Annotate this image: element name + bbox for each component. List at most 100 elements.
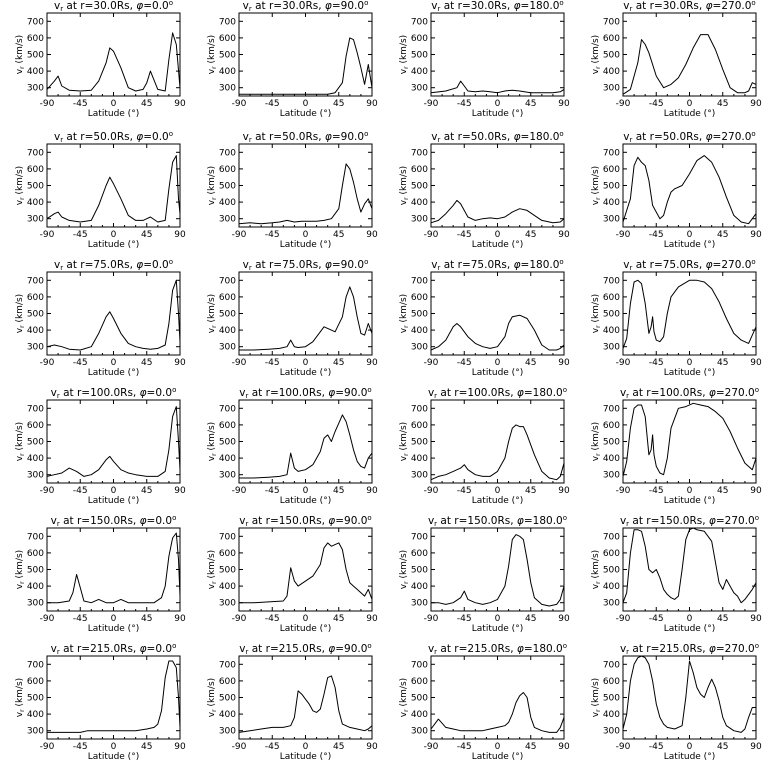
y-tick-label: 300 [411, 343, 428, 353]
y-tick-label: 500 [603, 694, 620, 704]
x-tick-label: 45 [333, 358, 344, 368]
y-tick-label: 600 [411, 421, 428, 431]
y-tick-label: 500 [27, 182, 44, 192]
plot-panel-r50.0-phi90.0: vr at r=50.0Rs, φ=90.0o -90 -45 0 45 90 300 400… [207, 130, 378, 250]
data-series-line [622, 279, 757, 349]
data-series-line [431, 534, 565, 607]
plot-title: vr at r=30.0Rs, φ=90.0o [243, 0, 369, 13]
plot-title: vr at r=150.0Rs, φ=180.0o [428, 514, 567, 528]
x-tick-label: 45 [717, 742, 728, 752]
x-tick-label: 0 [303, 742, 309, 752]
x-tick-label: 0 [111, 486, 117, 496]
y-tick-label: 700 [411, 276, 428, 286]
x-axis-label: Latitude (°) [88, 109, 139, 119]
x-tick-label: -90 [40, 358, 55, 368]
x-tick-label: 90 [558, 742, 570, 752]
x-tick-label: -90 [232, 742, 247, 752]
y-tick-label: 700 [411, 660, 428, 670]
y-axis-label: vr (km/s) [591, 678, 602, 717]
y-tick-label: 700 [603, 404, 620, 414]
plot-title: vr at r=215.0Rs, φ=90.0o [239, 642, 371, 656]
x-axis-label: Latitude (°) [472, 240, 523, 250]
data-series-line [430, 314, 565, 351]
y-tick-label: 500 [603, 566, 620, 576]
x-tick-label: -90 [232, 486, 247, 496]
y-tick-label: 400 [219, 454, 236, 464]
y-tick-label: 400 [219, 67, 236, 77]
y-tick-label: 500 [219, 694, 236, 704]
y-tick-label: 500 [27, 51, 44, 61]
y-tick-label: 400 [603, 710, 620, 720]
plot-frame [622, 12, 757, 97]
y-tick-label: 600 [411, 165, 428, 175]
y-tick-label: 600 [603, 549, 620, 559]
x-tick-label: -45 [649, 230, 664, 240]
x-axis-label: Latitude (°) [88, 496, 139, 506]
x-axis-label: Latitude (°) [472, 624, 523, 634]
y-tick-label: 700 [603, 17, 620, 27]
plot-panel-r150.0-phi0.0: vr at r=150.0Rs, φ=0.0o -90 -45 0 45 90 300 400… [15, 514, 186, 634]
plot-frame [622, 271, 757, 356]
y-axis-label: vr (km/s) [207, 550, 218, 589]
x-axis-label: Latitude (°) [664, 624, 715, 634]
x-tick-label: 90 [750, 614, 762, 624]
x-tick-label: 90 [750, 742, 762, 752]
plot-title: vr at r=50.0Rs, φ=90.0o [243, 130, 369, 144]
x-tick-label: -90 [424, 358, 439, 368]
x-tick-label: -45 [457, 230, 472, 240]
x-tick-label: -90 [616, 358, 631, 368]
plot-frame [238, 271, 373, 356]
y-tick-label: 300 [411, 215, 428, 225]
y-axis-label: vr (km/s) [207, 678, 218, 717]
x-axis-label: Latitude (°) [664, 109, 715, 119]
x-tick-label: -90 [616, 230, 631, 240]
y-axis-label: vr (km/s) [207, 422, 218, 461]
y-tick-label: 600 [27, 165, 44, 175]
x-tick-label: -45 [265, 358, 280, 368]
data-series-line [46, 32, 181, 92]
y-axis-label: vr (km/s) [591, 35, 602, 74]
x-tick-label: -45 [457, 486, 472, 496]
data-series-line [239, 542, 373, 604]
y-tick-label: 600 [603, 677, 620, 687]
y-axis-label: vr (km/s) [15, 550, 26, 589]
y-tick-label: 600 [27, 549, 44, 559]
y-tick-label: 700 [219, 148, 236, 158]
y-axis-label: vr (km/s) [207, 35, 218, 74]
x-tick-label: 45 [333, 742, 344, 752]
y-tick-label: 600 [603, 34, 620, 44]
x-tick-label: 0 [303, 230, 309, 240]
x-tick-label: 45 [141, 486, 152, 496]
y-axis-label: vr (km/s) [15, 294, 26, 333]
x-tick-label: -45 [649, 99, 664, 109]
y-tick-label: 700 [411, 148, 428, 158]
plot-panel-r100.0-phi180.0: vr at r=100.0Rs, φ=180.0o -90 -45 0 45 90 300 4… [399, 386, 570, 506]
plot-title: vr at r=50.0Rs, φ=180.0o [431, 130, 563, 144]
plot-frame [238, 12, 373, 97]
x-tick-label: 0 [687, 230, 693, 240]
x-tick-label: 90 [366, 230, 378, 240]
y-tick-label: 500 [603, 51, 620, 61]
y-tick-label: 700 [219, 404, 236, 414]
plot-panel-r215.0-phi0.0: vr at r=215.0Rs, φ=0.0o -90 -45 0 45 90 300 400… [15, 642, 186, 762]
x-tick-label: -90 [40, 742, 55, 752]
x-tick-label: -90 [424, 230, 439, 240]
x-axis-label: Latitude (°) [472, 109, 523, 119]
y-tick-label: 300 [603, 343, 620, 353]
x-tick-label: 45 [141, 99, 152, 109]
x-axis-label: Latitude (°) [280, 496, 331, 506]
y-tick-label: 600 [219, 549, 236, 559]
x-tick-label: -45 [265, 486, 280, 496]
x-tick-label: -90 [40, 230, 55, 240]
y-axis-label: vr (km/s) [591, 550, 602, 589]
x-tick-label: 0 [303, 99, 309, 109]
x-axis-label: Latitude (°) [664, 368, 715, 378]
plot-panel-r215.0-phi90.0: vr at r=215.0Rs, φ=90.0o -90 -45 0 45 90 300 40… [207, 642, 378, 762]
x-tick-label: 90 [750, 99, 762, 109]
plot-title: vr at r=50.0Rs, φ=0.0o [54, 130, 173, 144]
y-tick-label: 600 [219, 293, 236, 303]
x-tick-label: 0 [687, 614, 693, 624]
plot-panel-r215.0-phi270.0: vr at r=215.0Rs, φ=270.0o -90 -45 0 45 90 300 4… [591, 642, 762, 762]
y-tick-label: 300 [603, 471, 620, 481]
y-tick-label: 600 [411, 293, 428, 303]
